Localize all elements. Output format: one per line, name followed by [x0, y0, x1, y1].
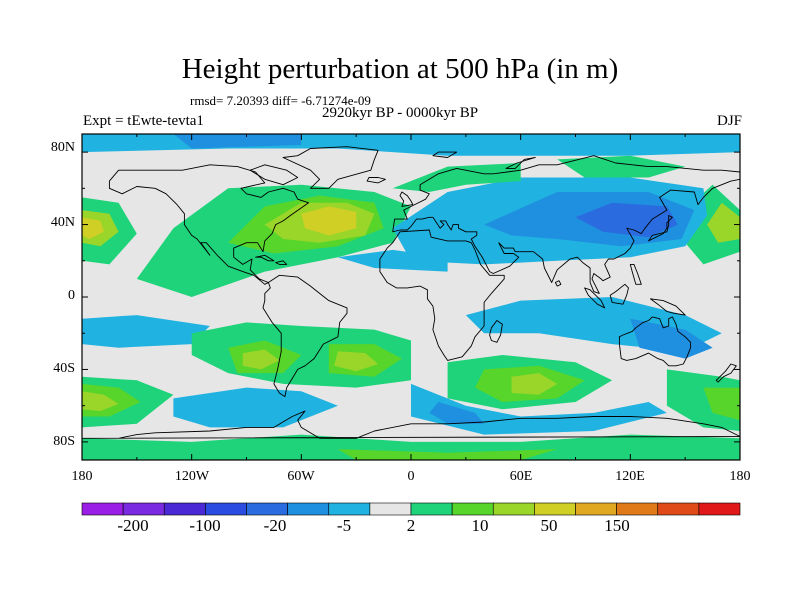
- contour-region-arctic-low-west: [173, 134, 302, 149]
- coastline-antarctica: [82, 410, 740, 439]
- coastline-sri-lanka: [554, 280, 562, 287]
- coastline-philippines: [629, 263, 642, 285]
- coastlines: [82, 146, 740, 439]
- stats-line: rmsd= 7.20393 diff= -6.71274e-09: [190, 93, 371, 108]
- coastline-uk: [399, 191, 414, 207]
- colorbar-label: 2: [406, 516, 416, 535]
- coastline-australia: [618, 316, 692, 367]
- plot-title: Height perturbation at 500 hPa (in m): [181, 53, 619, 85]
- lat-label-eq: 0: [68, 288, 75, 303]
- lat-label-80n: 80N: [50, 140, 75, 155]
- coastline-svalbard: [432, 151, 458, 158]
- lon-label-60w: 60W: [287, 469, 315, 484]
- contour-region-asia-low-core: [575, 202, 678, 238]
- coastline-sumatra: [584, 287, 606, 309]
- lon-label-120e: 120E: [615, 469, 645, 484]
- lon-label-180e: 180: [729, 469, 751, 484]
- colorbar-label: 10: [471, 516, 489, 535]
- contour-region-sh-green-indian-peak: [511, 373, 558, 395]
- lon-label-60e: 60E: [509, 469, 533, 484]
- colorbar-swatch: [205, 502, 247, 516]
- contour-region-trop-blue-indian-inner: [630, 318, 713, 359]
- coastline-north-america: [108, 164, 310, 285]
- lat-label-40s: 40S: [53, 361, 75, 376]
- colorbar-swatch: [246, 502, 288, 516]
- coastline-south-america: [262, 274, 348, 398]
- colorbar-label: -200: [117, 516, 149, 535]
- colorbar-swatch: [163, 502, 206, 516]
- coastline-africa: [379, 229, 505, 361]
- coastline-novaya-zemlya: [505, 157, 536, 169]
- colorbar-label: 50: [540, 516, 558, 535]
- contour-fills: [82, 134, 740, 460]
- colorbar-swatch: [287, 502, 330, 516]
- colorbar-swatch: [657, 502, 700, 516]
- colorbar-swatch: [492, 502, 535, 516]
- lon-label-180w: 180: [71, 469, 93, 484]
- contour-region-trop-blue-west: [82, 315, 210, 348]
- coastline-eurasia: [392, 155, 740, 294]
- lon-label-120w: 120W: [174, 469, 210, 484]
- coastline-borneo: [609, 283, 629, 305]
- colorbar-label: 150: [604, 516, 630, 535]
- axis-ticks: [81, 134, 741, 460]
- coastline-madagascar: [489, 320, 503, 343]
- contour-region-sh-green-west-peak2: [242, 349, 280, 370]
- colorbar-label: -20: [263, 516, 287, 535]
- contour-region-sh-green-east: [666, 369, 740, 431]
- colorbar-swatch: [328, 502, 371, 516]
- contour-region-sh-green-east-core: [703, 387, 740, 421]
- contour-region-siberia-green: [557, 155, 686, 178]
- colorbar-swatch: [451, 502, 494, 516]
- coastline-new-zealand: [715, 363, 737, 383]
- colorbar: [81, 502, 741, 516]
- contour-region-antarctic-green: [82, 434, 740, 460]
- contour-region-antarctic-green-core: [337, 449, 558, 460]
- colorbar-swatch: [81, 502, 124, 516]
- contour-region-npac-high-east-peak: [82, 217, 104, 239]
- contour-region-sh-blue-belt-mid-inner: [429, 402, 485, 424]
- colorbar-swatch: [575, 502, 617, 516]
- coastline-japan: [648, 215, 673, 242]
- contour-region-sh-green-far-west-peak: [82, 391, 119, 412]
- period-label: 2920kyr BP - 0000kyr BP: [321, 105, 479, 121]
- coastline-greenland: [282, 146, 379, 189]
- lat-label-40n: 40N: [50, 215, 75, 230]
- contour-region-atlantic-high-peak: [301, 206, 357, 236]
- colorbar-swatch: [616, 502, 659, 516]
- colorbar-label: -100: [189, 516, 221, 535]
- colorbar-swatch: [698, 502, 741, 516]
- experiment-label: Expt = tEwte-tevta1: [83, 113, 204, 129]
- colorbar-swatch: [410, 502, 453, 516]
- contour-region-sh-blue-belt-west: [173, 387, 338, 428]
- contour-region-sh-green-west-peak: [334, 351, 379, 372]
- coastline-cuba: [255, 254, 275, 262]
- colorbar-swatch: [369, 502, 412, 516]
- contour-region-asia-low-arm-west: [337, 249, 448, 272]
- colorbar-swatch: [534, 502, 576, 516]
- coastline-new-guinea: [649, 298, 686, 316]
- lon-label-0: 0: [407, 469, 415, 484]
- coastline-iceland: [366, 177, 386, 184]
- lat-label-80s: 80S: [53, 434, 75, 449]
- colorbar-swatch: [122, 502, 165, 516]
- coastline-hispaniola: [275, 260, 288, 265]
- season-label: DJF: [716, 113, 742, 129]
- contour-region-npac-high-west-core: [707, 202, 740, 243]
- colorbar-label: -5: [336, 516, 352, 535]
- coastline-baffin: [249, 164, 299, 186]
- contour-region-europe-green: [392, 163, 521, 192]
